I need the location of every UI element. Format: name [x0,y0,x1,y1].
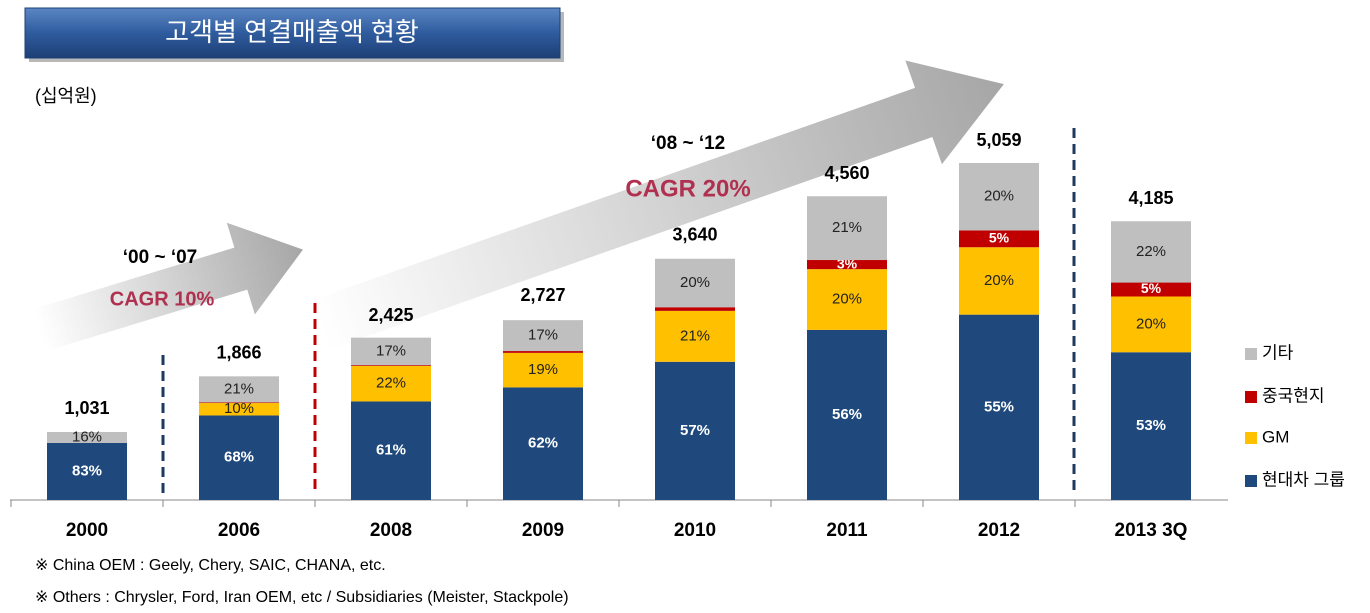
data-label: 61% [376,442,406,459]
cagr-label: CAGR 10% [110,288,215,310]
data-label: 21% [832,219,862,236]
data-label: 20% [984,272,1014,289]
bar-segment [959,230,1039,248]
bar-segment [503,387,583,500]
data-label: 5% [989,230,1010,246]
bar-segment [655,258,735,308]
x-tick-label: 2013 3Q [1115,520,1188,541]
bar-segment [959,247,1039,315]
x-tick-label: 2006 [218,520,260,541]
x-tick-label: 2012 [978,520,1020,541]
total-label: 4,560 [824,163,869,183]
bar-segment [807,329,887,500]
data-label: 68% [224,449,254,466]
data-label: 62% [528,435,558,452]
bar-segment [351,401,431,500]
bar-segment [807,269,887,330]
bar-segment [807,196,887,261]
x-tick-label: 2011 [826,520,868,541]
data-label: 20% [1136,315,1166,332]
legend-swatch [1245,348,1257,360]
footnote: ※ Others : Chrysler, Ford, Iran OEM, etc… [35,589,569,606]
data-label: 21% [680,327,710,344]
total-label: 2,727 [520,285,565,305]
x-tick-label: 2009 [522,520,564,541]
bar-segment [807,260,887,270]
title-box [24,7,561,59]
legend-swatch [1245,475,1257,487]
bar-segment [351,365,431,402]
arrow-big [311,60,1004,350]
bar-segment [655,307,735,311]
bar-segment [655,361,735,500]
total-label: 1,866 [216,342,261,362]
data-label: 22% [1136,243,1166,260]
bar-segment [503,320,583,352]
data-label: 55% [984,398,1014,415]
legend-label: 중국현지 [1262,386,1325,405]
data-label: 56% [832,406,862,423]
bar-segment [199,403,279,416]
bar-segment [199,415,279,500]
bar-segment [47,432,127,443]
bar-segment [199,402,279,404]
legend-label: GM [1262,427,1289,446]
bar-segment [199,376,279,403]
total-label: 4,185 [1128,188,1173,208]
data-label: 17% [528,327,558,344]
bar-segment [1111,282,1191,297]
x-tick-label: 2008 [370,520,412,541]
data-label: 22% [376,375,406,392]
legend-label: 기타 [1262,343,1294,362]
unit-label: (십억원) [35,86,97,106]
total-label: 5,059 [976,130,1021,150]
data-label: 10% [224,400,254,417]
legend-label: 현대차 그룹 [1262,470,1345,489]
data-label: 20% [680,274,710,291]
data-label: 5% [1141,280,1162,296]
total-label: 2,425 [368,305,413,325]
bar-segment [351,337,431,366]
data-label: 83% [72,462,102,479]
data-label: 53% [1136,417,1166,434]
data-label: 57% [680,422,710,439]
cagr-label: CAGR 20% [625,175,750,202]
chart-title: 고객별 연결매출액 현황 [165,17,419,47]
x-tick-label: 2010 [674,520,716,541]
bar-segment [47,442,127,500]
data-label: 17% [376,342,406,359]
total-label: 3,640 [672,224,717,244]
bar-segment [959,163,1039,231]
bar-segment [503,352,583,388]
footnote: ※ China OEM : Geely, Chery, SAIC, CHANA,… [35,557,386,574]
x-tick-label: 2000 [66,520,108,541]
bar-segment [1111,296,1191,353]
bar-segment [1111,221,1191,283]
bar-segment [351,365,431,366]
data-label: 21% [224,380,254,397]
bar-segment [1111,352,1191,500]
data-label: 19% [528,361,558,378]
period-label: ‘08 ~ ‘12 [651,133,725,154]
data-label: 20% [984,188,1014,205]
period-label: ‘00 ~ ‘07 [123,247,197,268]
bar-segment [655,310,735,362]
total-label: 1,031 [64,398,109,418]
legend-swatch [1245,432,1257,444]
legend-swatch [1245,391,1257,403]
bar-segment [503,351,583,353]
data-label: 16% [72,428,102,445]
arrow-small [33,222,303,352]
data-label: 20% [832,290,862,307]
bar-segment [959,314,1039,500]
